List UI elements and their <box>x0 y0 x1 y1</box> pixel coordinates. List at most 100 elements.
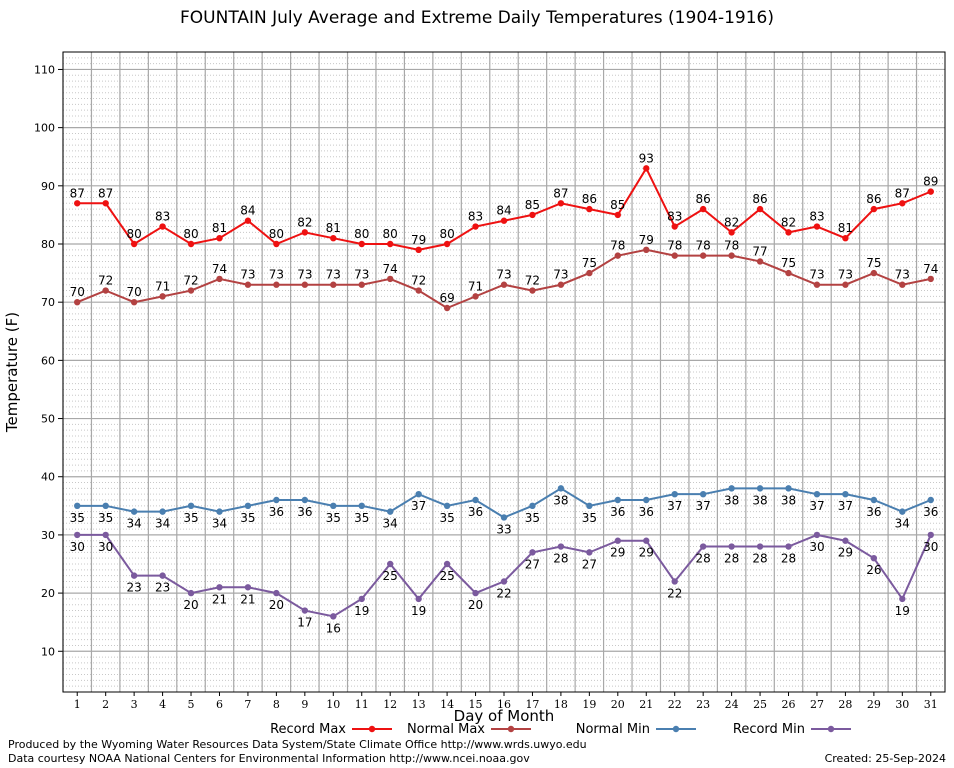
normal-min-point <box>216 508 223 515</box>
x-tick-label: 2 <box>102 698 109 711</box>
record-min-data-label: 20 <box>269 598 284 612</box>
normal-min-data-label: 34 <box>212 517 227 531</box>
record-max-point <box>842 234 849 242</box>
record-min-point <box>330 613 337 620</box>
normal-min-data-label: 36 <box>923 505 938 519</box>
x-tick-label: 11 <box>355 698 369 711</box>
x-tick-label: 20 <box>611 698 625 711</box>
record-min-data-label: 21 <box>212 592 227 606</box>
normal-max-data-label: 74 <box>923 262 938 276</box>
normal-min-point <box>557 485 565 492</box>
x-tick-label: 21 <box>639 698 653 711</box>
record-max-data-label: 87 <box>98 186 113 200</box>
y-tick-label: 90 <box>41 180 55 193</box>
record-min-data-label: 29 <box>610 546 625 560</box>
normal-max-data-label: 72 <box>411 274 426 288</box>
record-max-data-label: 82 <box>724 215 739 229</box>
record-min-point <box>785 543 792 550</box>
record-min-point <box>899 595 906 603</box>
record-min-data-label: 27 <box>582 557 597 571</box>
record-max-point <box>187 240 195 248</box>
x-tick-label: 1 <box>74 698 81 711</box>
record-min-point <box>586 549 593 556</box>
normal-min-point <box>699 490 707 498</box>
x-tick-label: 26 <box>782 698 796 711</box>
record-min-point <box>842 537 849 544</box>
normal-max-point <box>102 287 109 294</box>
record-max-point <box>557 200 565 207</box>
normal-max-data-label: 71 <box>155 279 170 293</box>
y-tick-label: 30 <box>41 529 55 542</box>
record-max-point <box>699 205 707 213</box>
normal-max-point <box>785 269 792 277</box>
record-max-point <box>74 200 81 207</box>
record-max-data-label: 81 <box>838 221 853 235</box>
record-min-point <box>472 589 479 597</box>
record-max-point <box>386 240 394 248</box>
record-max-point <box>159 223 166 230</box>
record-max-data-label: 86 <box>752 192 767 206</box>
normal-min-data-label: 38 <box>724 493 739 507</box>
normal-min-point <box>301 496 309 504</box>
record-max-data-label: 80 <box>183 227 198 241</box>
normal-max-point <box>699 252 707 259</box>
y-tick-label: 40 <box>41 471 55 484</box>
normal-max-point <box>74 298 81 306</box>
normal-max-point <box>358 281 365 288</box>
normal-max-data-label: 73 <box>269 268 284 282</box>
record-min-data-label: 26 <box>866 563 881 577</box>
record-max-point <box>415 246 422 254</box>
normal-max-data-label: 78 <box>696 239 711 253</box>
record-max-data-label: 86 <box>696 192 711 206</box>
record-min-data-label: 28 <box>553 552 568 566</box>
normal-min-data-label: 34 <box>895 517 910 531</box>
record-max-data-label: 85 <box>525 198 540 212</box>
record-min-data-label: 17 <box>297 616 312 630</box>
normal-max-point <box>728 252 735 259</box>
record-max-point <box>756 205 764 213</box>
record-min-point <box>756 543 764 550</box>
record-min-data-label: 22 <box>667 586 682 600</box>
x-tick-label: 12 <box>383 698 397 711</box>
normal-min-data-label: 35 <box>582 511 597 525</box>
x-axis-title: Day of Month <box>454 707 555 725</box>
normal-min-data-label: 36 <box>866 505 881 519</box>
normal-min-point <box>785 485 792 492</box>
normal-min-data-label: 35 <box>240 511 255 525</box>
legend-label-normal-max: Normal Max <box>407 722 485 737</box>
record-max-point <box>899 200 906 207</box>
normal-min-data-label: 34 <box>383 517 398 531</box>
record-min-data-label: 23 <box>155 581 170 595</box>
normal-max-data-label: 72 <box>525 274 540 288</box>
chart-title: FOUNTAIN July Average and Extreme Daily … <box>180 8 774 28</box>
record-max-point <box>102 200 109 207</box>
y-tick-label: 20 <box>41 587 55 600</box>
x-tick-label: 24 <box>725 698 739 711</box>
record-min-data-label: 25 <box>383 569 398 583</box>
normal-max-point <box>187 287 195 294</box>
normal-min-point <box>614 496 622 504</box>
record-min-data-label: 30 <box>809 540 824 554</box>
normal-min-point <box>130 508 138 515</box>
normal-max-point <box>500 281 508 288</box>
normal-max-data-label: 75 <box>866 256 881 270</box>
record-max-point <box>728 229 735 236</box>
record-min-point <box>699 543 707 550</box>
x-tick-label: 28 <box>838 698 852 711</box>
record-min-point <box>643 537 650 544</box>
normal-max-point <box>586 269 593 277</box>
record-max-point <box>443 240 451 248</box>
normal-max-data-label: 73 <box>297 268 312 282</box>
record-max-data-label: 87 <box>553 186 568 200</box>
y-tick-label: 110 <box>34 63 55 76</box>
normal-min-point <box>529 502 536 510</box>
record-min-point <box>358 595 365 603</box>
record-max-data-label: 89 <box>923 175 938 189</box>
x-tick-label: 3 <box>131 698 138 711</box>
record-min-point <box>102 531 109 539</box>
normal-max-data-label: 73 <box>496 268 511 282</box>
normal-max-point <box>927 275 934 283</box>
x-tick-label: 17 <box>525 698 539 711</box>
normal-min-point <box>842 490 849 498</box>
normal-min-data-label: 36 <box>468 505 483 519</box>
